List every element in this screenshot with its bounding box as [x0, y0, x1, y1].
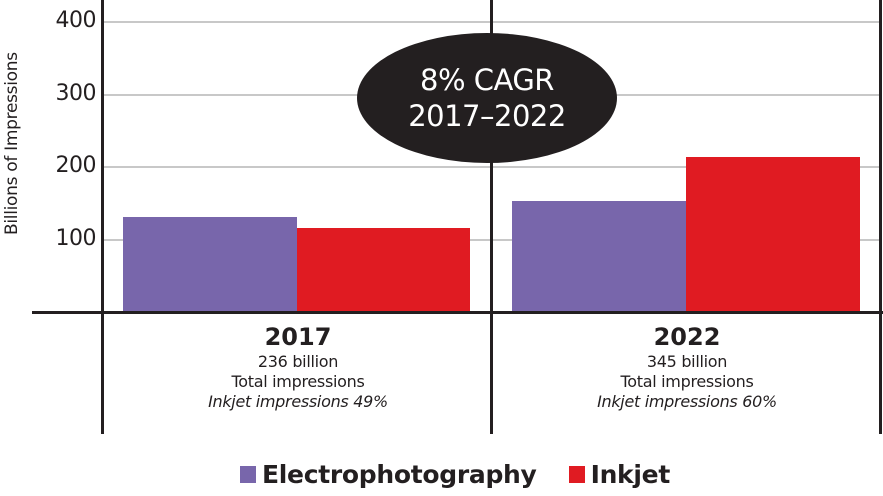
- y-tick-200: 200: [55, 153, 97, 178]
- legend-label-inkjet: Inkjet: [590, 459, 671, 489]
- y-axis-line: [101, 0, 104, 434]
- bar-2022-electrophotography: [512, 201, 686, 312]
- y-tick-300: 300: [55, 81, 97, 106]
- x-axis-line: [32, 311, 883, 314]
- cagr-callout: 8% CAGR 2017–2022: [357, 33, 617, 163]
- bar-2017-electrophotography: [123, 217, 297, 312]
- category-inkjet-share: Inkjet impressions 60%: [597, 392, 777, 411]
- category-total: 345 billion: [646, 352, 728, 371]
- cagr-period: 2017–2022: [408, 99, 566, 133]
- category-divider: [490, 0, 493, 434]
- category-2022: 2022 345 billion Total impressions Inkje…: [493, 316, 881, 412]
- category-2017: 2017 236 billion Total impressions Inkje…: [104, 316, 492, 412]
- legend-swatch-electrophotography: [240, 465, 256, 483]
- category-total-label: Total impressions: [231, 372, 365, 391]
- category-year: 2017: [264, 323, 332, 351]
- y-tick-400: 400: [55, 8, 97, 33]
- bar-2022-inkjet: [686, 157, 860, 312]
- legend-label-electrophotography: Electrophotography: [262, 459, 537, 489]
- cagr-rate: 8% CAGR: [420, 63, 554, 97]
- legend-swatch-inkjet: [568, 465, 585, 483]
- category-total: 236 billion: [257, 352, 339, 371]
- y-axis-title: Billions of Impressions: [2, 52, 22, 235]
- category-total-label: Total impressions: [620, 372, 754, 391]
- right-border: [879, 0, 882, 434]
- y-tick-100: 100: [55, 226, 97, 251]
- category-year: 2022: [653, 323, 721, 351]
- legend: Electrophotography Inkjet: [240, 459, 702, 489]
- category-inkjet-share: Inkjet impressions 49%: [208, 392, 388, 411]
- bar-2017-inkjet: [297, 228, 470, 312]
